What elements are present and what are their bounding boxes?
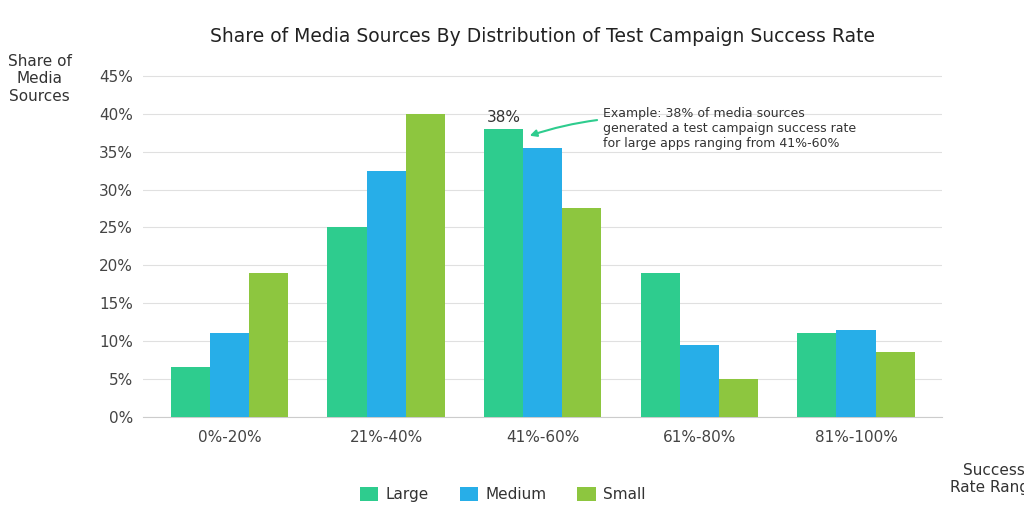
Bar — [171, 367, 210, 417]
Text: Example: 38% of media sources
generated a test campaign success rate
for large a: Example: 38% of media sources generated … — [531, 107, 856, 150]
Bar — [484, 129, 523, 417]
Text: Share of
Media
Sources: Share of Media Sources — [7, 54, 72, 104]
Bar — [680, 345, 719, 417]
Text: Success
Rate Range: Success Rate Range — [950, 463, 1024, 495]
Bar — [406, 114, 444, 417]
Text: 38%: 38% — [486, 110, 520, 124]
Bar — [641, 273, 680, 417]
Bar — [210, 333, 249, 417]
Bar — [798, 333, 837, 417]
Bar — [719, 379, 758, 417]
Bar — [562, 208, 601, 417]
Title: Share of Media Sources By Distribution of Test Campaign Success Rate: Share of Media Sources By Distribution o… — [210, 26, 876, 46]
Bar — [249, 273, 288, 417]
Legend: Large, Medium, Small: Large, Medium, Small — [353, 481, 652, 508]
Bar — [876, 352, 914, 417]
Bar — [837, 330, 876, 417]
Bar — [328, 228, 367, 417]
Bar — [367, 171, 406, 417]
Bar — [523, 148, 562, 417]
